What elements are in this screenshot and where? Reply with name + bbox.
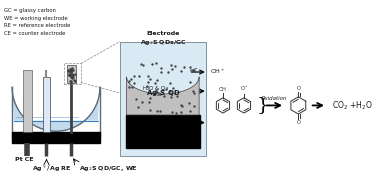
Polygon shape — [127, 77, 199, 115]
Text: GC = glassy carbon: GC = glassy carbon — [3, 8, 56, 13]
Bar — [67, 65, 76, 82]
Text: e$^-$: e$^-$ — [189, 67, 198, 75]
Text: }: } — [256, 96, 269, 114]
Bar — [64, 63, 81, 85]
Text: e$^-$: e$^-$ — [189, 118, 198, 125]
Polygon shape — [12, 87, 100, 131]
Text: Ag$_2$S QD: Ag$_2$S QD — [146, 89, 180, 99]
Text: Ag$^+$/Ag RE: Ag$^+$/Ag RE — [32, 164, 71, 174]
Bar — [12, 132, 100, 143]
Text: CE = counter electrode: CE = counter electrode — [3, 31, 65, 36]
Bar — [23, 70, 32, 132]
Text: OH: OH — [219, 87, 227, 92]
Bar — [125, 115, 200, 148]
Text: O: O — [296, 86, 301, 91]
Text: Ag$_2$S QDs/GC: Ag$_2$S QDs/GC — [139, 38, 186, 47]
Text: OH$^+$: OH$^+$ — [210, 68, 225, 76]
Text: O$^•$: O$^•$ — [240, 85, 248, 93]
Text: RE = reference electrode: RE = reference electrode — [3, 23, 70, 28]
Text: H$_2$O & O$_2$: H$_2$O & O$_2$ — [141, 84, 169, 93]
Text: Oxidation: Oxidation — [261, 96, 288, 101]
Text: Pt CE: Pt CE — [15, 157, 34, 162]
Text: WE = working electrode: WE = working electrode — [3, 16, 67, 21]
Bar — [120, 42, 206, 156]
Text: Ag$_2$S QD/GC, WE: Ag$_2$S QD/GC, WE — [79, 164, 138, 173]
Text: CO$_2$ +H$_2$O: CO$_2$ +H$_2$O — [332, 99, 373, 112]
Text: Electrode: Electrode — [146, 31, 180, 36]
Text: O: O — [296, 120, 301, 125]
Bar — [43, 77, 50, 132]
